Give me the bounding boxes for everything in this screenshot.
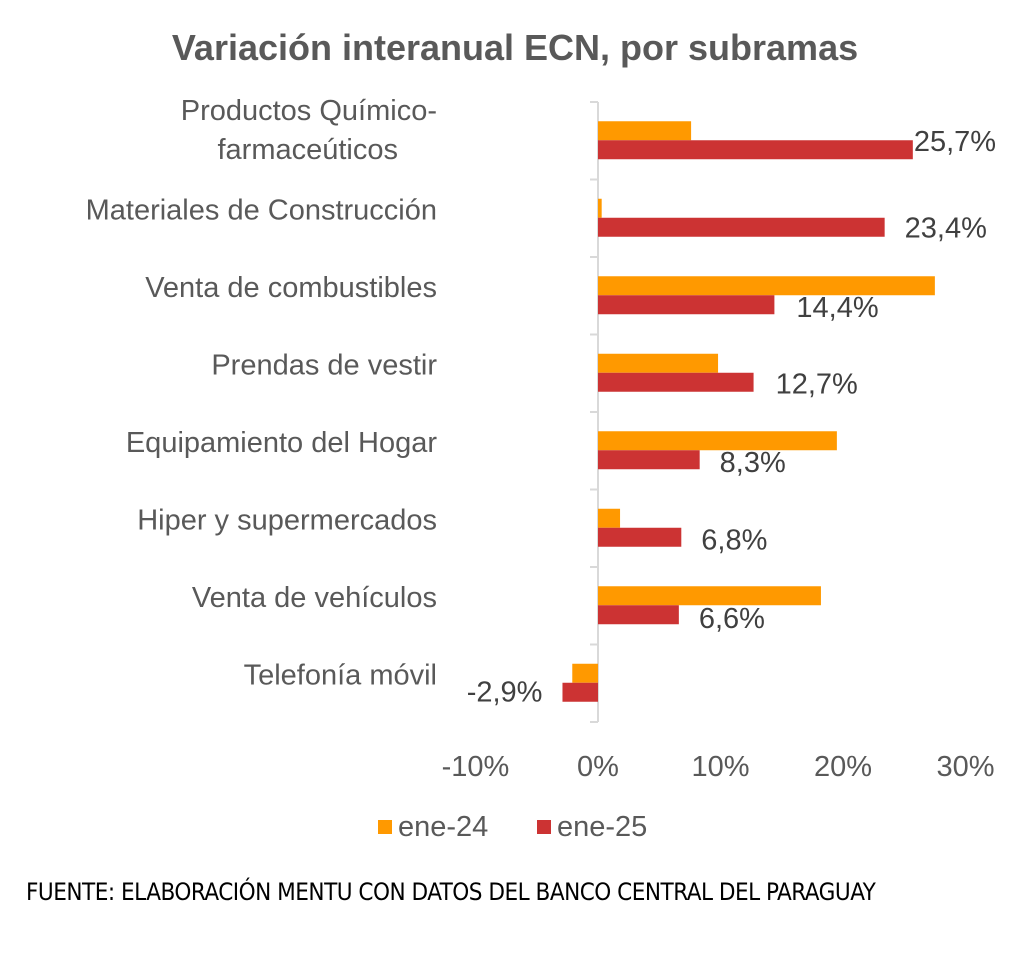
category-label: Hiper y supermercados — [137, 504, 437, 536]
bar-ene-25 — [598, 605, 679, 625]
bar-ene-25 — [598, 450, 700, 470]
category-label: Materiales de Construcción — [86, 194, 437, 226]
data-label: 8,3% — [720, 447, 786, 479]
legend-swatch-ene-24 — [378, 820, 392, 834]
bar-ene-24 — [598, 276, 935, 296]
axis — [590, 101, 599, 723]
x-tick-label: 30% — [936, 751, 994, 783]
data-label: -2,9% — [467, 676, 543, 708]
bar-ene-24 — [598, 198, 602, 218]
bar-ene-25 — [598, 140, 913, 160]
bar-ene-25 — [598, 372, 754, 392]
category-label: Prendas de vestir — [211, 349, 437, 381]
bar-ene-24 — [598, 431, 837, 451]
data-label: 23,4% — [905, 212, 987, 244]
bar-ene-25 — [598, 217, 885, 237]
data-label: 12,7% — [776, 368, 858, 400]
category-labels: Productos Químico-farmaceúticos Materiale… — [86, 95, 438, 692]
chart-title: Variación interanual ECN, por subramas — [172, 27, 858, 68]
x-tick-label: 20% — [814, 751, 872, 783]
category-label: Productos Químico-farmaceúticos — [181, 95, 437, 166]
legend-swatch-ene-25 — [537, 820, 551, 834]
bar-ene-25 — [562, 682, 598, 702]
x-tick-labels: -10% 0% 10% 20% 30% — [442, 751, 995, 783]
bar-ene-24 — [598, 121, 692, 141]
legend-label: ene-24 — [398, 811, 488, 843]
category-label: Venta de combustibles — [145, 272, 437, 304]
bar-ene-24 — [598, 586, 821, 606]
category-label: Equipamiento del Hogar — [126, 427, 437, 459]
category-label: Venta de vehículos — [192, 582, 437, 614]
bar-ene-24 — [598, 353, 719, 373]
bars — [562, 121, 935, 702]
x-tick-label: 10% — [691, 751, 749, 783]
data-labels: 25,7% 23,4% 14,4% 12,7% 8,3% 6,8% 6,6% -2,9% — [467, 126, 996, 709]
data-label: 25,7% — [914, 126, 996, 158]
x-tick-label: -10% — [442, 751, 510, 783]
x-tick-label: 0% — [577, 751, 619, 783]
bar-ene-24 — [572, 663, 598, 683]
chart: Variación interanual ECN, por subramas P… — [86, 27, 996, 843]
bar-ene-25 — [598, 527, 682, 547]
category-label: Telefonía móvil — [244, 659, 437, 691]
data-label: 6,6% — [699, 603, 765, 635]
legend: ene-24 ene-25 — [378, 811, 647, 843]
bar-ene-24 — [598, 508, 621, 528]
source-note: FUENTE: ELABORACIÓN MENTU CON DATOS DEL … — [26, 878, 876, 906]
bar-ene-25 — [598, 295, 775, 315]
legend-label: ene-25 — [557, 811, 647, 843]
data-label: 14,4% — [796, 292, 878, 324]
data-label: 6,8% — [701, 524, 767, 556]
